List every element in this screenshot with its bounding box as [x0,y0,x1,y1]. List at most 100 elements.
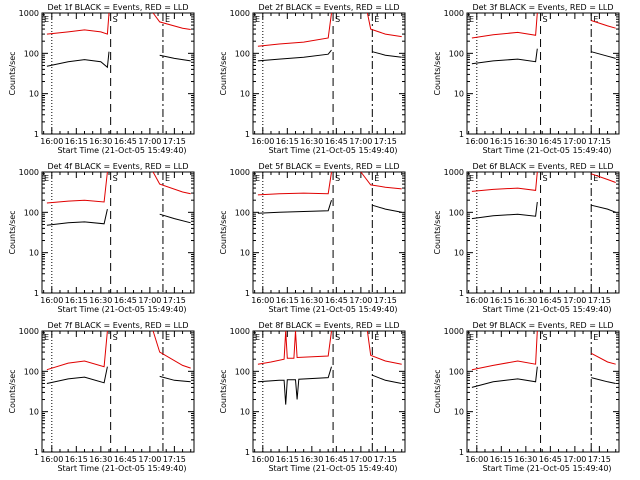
y-tick-label: 1000 [230,168,250,177]
y-tick-label: 1 [245,130,250,139]
x-tick-label: 16:15 [276,296,299,305]
x-tick-label: 16:15 [65,455,88,464]
chart-title: Det 5f BLACK = Events, RED = LLD [258,162,399,171]
y-axis-label: Counts/sec [8,51,17,95]
x-tick-label: 16:30 [300,137,323,146]
x-tick-label: 17:15 [588,137,611,146]
chart-title: Det 8f BLACK = Events, RED = LLD [258,321,399,330]
start-marker-label: S [543,15,548,24]
end-marker-label: E [469,15,474,24]
series-line-lld [360,171,402,190]
y-tick-label: 10 [240,90,250,99]
end-marker-label: E [374,174,379,183]
x-axis-label: Start Time (21-Oct-05 15:49:40) [482,305,611,314]
x-axis-label: Start Time (21-Oct-05 15:49:40) [57,305,186,314]
x-tick-label: 16:15 [276,455,299,464]
y-tick-label: 10 [454,90,464,99]
end-marker-label: E [165,333,170,342]
start-marker-label: S [335,15,340,24]
series-line-events [471,48,538,65]
series-line-lld [471,171,538,192]
series-line-events [257,49,332,62]
y-tick-label: 100 [24,49,39,58]
chart-panel-1: Det 1f BLACK = Events, RED = LLD Counts/s… [8,3,195,155]
chart-title: Det 3f BLACK = Events, RED = LLD [472,3,613,12]
series-line-events [372,204,402,213]
end-marker-label: E [469,333,474,342]
start-marker-label: S [543,174,548,183]
chart-title: Det 1f BLACK = Events, RED = LLD [47,3,188,12]
end-marker-label: E [255,174,260,183]
x-tick-label: 16:15 [276,137,299,146]
chart-panel-2: Det 2f BLACK = Events, RED = LLD Counts/s… [219,3,406,155]
plot-frame [41,330,195,453]
x-tick-label: 16:30 [300,296,323,305]
chart-title: Det 4f BLACK = Events, RED = LLD [47,162,188,171]
x-tick-label: 16:00 [465,455,488,464]
y-tick-label: 10 [29,408,39,417]
chart-panel-7: Det 7f BLACK = Events, RED = LLD Counts/s… [8,321,195,473]
end-marker-label: E [44,174,49,183]
chart-panel-8: Det 8f BLACK = Events, RED = LLD Counts/s… [219,321,406,473]
chart-panel-9: Det 9f BLACK = Events, RED = LLD Counts/s… [433,321,620,473]
x-tick-label: 16:00 [251,455,274,464]
y-tick-label: 100 [235,49,250,58]
y-tick-label: 1000 [444,9,464,18]
series-line-events [591,51,616,59]
end-marker-label: E [374,333,379,342]
x-tick-label: 16:15 [65,296,88,305]
series-line-lld [46,171,108,204]
y-tick-label: 10 [240,408,250,417]
x-tick-label: 17:15 [588,455,611,464]
x-axis-label: Start Time (21-Oct-05 15:49:40) [482,146,611,155]
x-tick-label: 16:00 [251,137,274,146]
x-tick-label: 16:00 [251,296,274,305]
x-tick-label: 17:15 [163,296,186,305]
series-line-lld [46,12,110,35]
x-axis-label: Start Time (21-Oct-05 15:49:40) [268,146,397,155]
end-marker-label: E [593,174,598,183]
y-tick-label: 10 [454,249,464,258]
y-tick-label: 1 [459,289,464,298]
chart-panel-4: Det 4f BLACK = Events, RED = LLD Counts/s… [8,162,195,314]
x-axis-label: Start Time (21-Oct-05 15:49:40) [268,305,397,314]
y-tick-label: 10 [240,249,250,258]
y-tick-label: 100 [235,208,250,217]
series-line-events [372,374,402,384]
start-marker-label: S [543,333,548,342]
x-tick-label: 17:15 [163,137,186,146]
x-tick-label: 17:00 [563,296,586,305]
end-marker-label: E [374,15,379,24]
series-line-events [471,201,538,220]
x-tick-label: 16:30 [514,455,537,464]
y-axis-label: Counts/sec [433,210,442,254]
series-line-lld [591,173,616,183]
series-line-events [257,200,332,214]
x-axis-label: Start Time (21-Oct-05 15:49:40) [482,464,611,473]
y-tick-label: 1 [245,289,250,298]
series-line-lld [46,330,108,371]
start-marker-label: S [113,174,118,183]
series-line-events [159,213,191,224]
y-tick-label: 1000 [444,168,464,177]
end-marker-label: E [44,333,49,342]
x-tick-label: 16:45 [114,455,137,464]
y-tick-label: 1000 [19,9,39,18]
y-tick-label: 100 [235,367,250,376]
series-line-events [159,54,191,62]
series-line-events [591,377,616,384]
x-tick-label: 17:00 [563,455,586,464]
chart-panel-3: Det 3f BLACK = Events, RED = LLD Counts/s… [433,3,620,155]
series-line-lld [366,12,402,38]
x-tick-label: 17:00 [349,137,372,146]
x-tick-label: 16:00 [40,296,63,305]
x-tick-label: 16:15 [65,137,88,146]
end-marker-label: E [469,174,474,183]
end-marker-label: E [255,15,260,24]
x-tick-label: 16:45 [539,137,562,146]
plot-frame [41,171,195,294]
chart-panel-6: Det 6f BLACK = Events, RED = LLD Counts/s… [433,162,620,314]
plot-frame [252,12,406,135]
x-tick-label: 16:00 [40,137,63,146]
x-axis-label: Start Time (21-Oct-05 15:49:40) [57,146,186,155]
